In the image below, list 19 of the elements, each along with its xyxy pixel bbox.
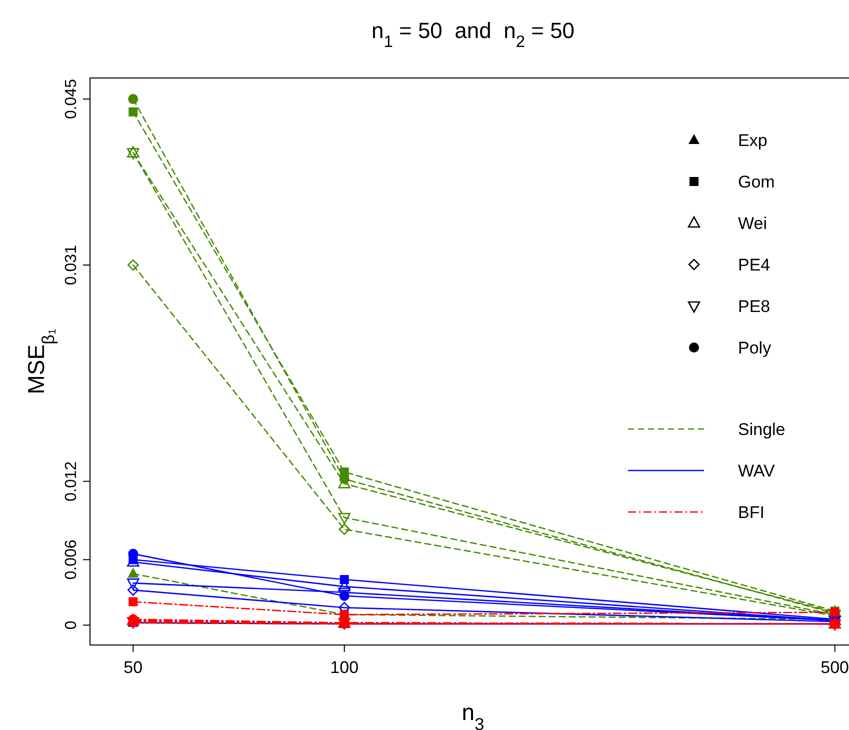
legend-label: WAV [738,462,776,480]
y-tick-label: 0.045 [63,78,80,120]
legend-label: Wei [738,214,767,233]
legend-label: Poly [738,338,772,358]
chart-title: n$_{1}$ = 50 and n$_{2}$ = 50 [371,18,575,51]
legend-label: BFI [738,503,764,522]
legend-label: PE8 [738,297,770,316]
y-tick-label: 0 [63,620,80,630]
y-tick-label: 0.031 [63,244,80,286]
legend-label: PE4 [738,256,770,274]
legend-label: Gom [738,172,775,192]
x-tick-label: 100 [330,658,359,677]
y-tick-label: 0.012 [63,461,80,502]
y-tick-label: 0.006 [63,540,80,580]
x-tick-label: 500 [820,658,849,677]
legend-label: Single [738,420,786,439]
x-tick-label: 50 [124,658,143,677]
x-axis-title: n$_{3}$ [462,699,484,730]
legend-label: Exp [738,131,768,150]
